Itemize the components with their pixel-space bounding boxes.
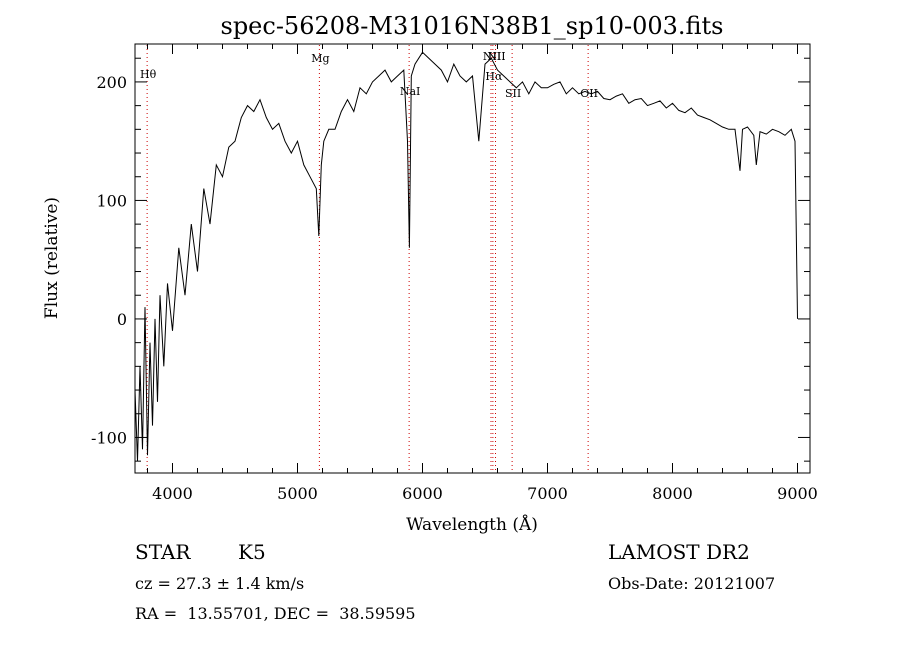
y-tick-label: 100 xyxy=(96,191,127,210)
series-layer xyxy=(134,51,798,462)
spectrum-line xyxy=(134,51,798,462)
y-tick-label: 200 xyxy=(96,73,127,92)
x-tick-label: 9000 xyxy=(777,484,818,503)
spectral-line-label: Hα xyxy=(485,70,503,83)
spectral-line-label: Hθ xyxy=(140,68,157,81)
spectral-line-label: SII xyxy=(505,87,521,100)
y-tick-label: 0 xyxy=(117,310,127,329)
observation-date: Obs-Date: 20121007 xyxy=(608,574,776,593)
spectral-class: STAR xyxy=(135,540,191,564)
x-axis-label: Wavelength (Å) xyxy=(406,514,538,535)
plot-frame xyxy=(134,43,811,474)
x-tick-label: 7000 xyxy=(527,484,568,503)
y-tick-label: -100 xyxy=(91,428,127,447)
spectral-subclass: K5 xyxy=(238,540,266,564)
x-tick-label: 8000 xyxy=(652,484,693,503)
coordinates: RA = 13.55701, DEC = 38.59595 xyxy=(135,604,416,623)
y-axis-label: Flux (relative) xyxy=(42,197,62,319)
x-tick-label: 6000 xyxy=(402,484,443,503)
spectral-line-label: Mg xyxy=(311,52,329,65)
axis-ticks: 4000 5000 6000 7000 8000 9000 -100 0 100 200 xyxy=(91,44,818,503)
x-tick-label: 4000 xyxy=(152,484,193,503)
spectral-line-label: NII xyxy=(487,50,505,63)
redshift-velocity: cz = 27.3 ± 1.4 km/s xyxy=(135,574,305,593)
spectral-line-label: NaI xyxy=(400,85,421,98)
chart-title: spec-56208-M31016N38B1_sp10-003.fits xyxy=(221,12,724,40)
spectral-line-label: NII xyxy=(483,50,501,63)
survey-name: LAMOST DR2 xyxy=(608,540,750,564)
x-tick-label: 5000 xyxy=(277,484,318,503)
